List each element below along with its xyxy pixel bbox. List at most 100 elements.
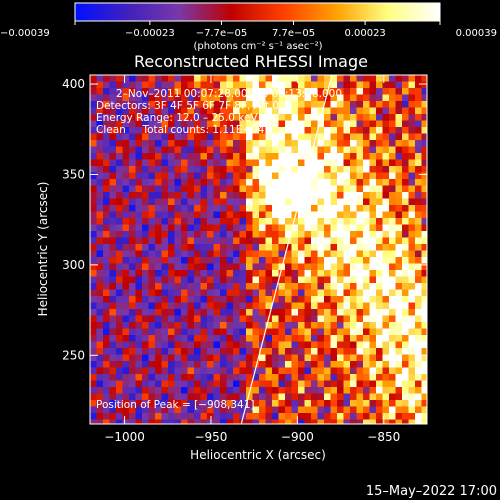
heatmap-pixel <box>135 250 143 258</box>
heatmap-pixel <box>96 172 104 180</box>
heatmap-pixel <box>389 393 397 401</box>
heatmap-pixel <box>103 244 111 252</box>
heatmap-pixel <box>356 289 364 297</box>
heatmap-pixel <box>207 354 215 362</box>
heatmap-pixel <box>278 296 286 304</box>
heatmap-pixel <box>90 348 98 356</box>
heatmap-pixel <box>395 335 403 343</box>
heatmap-pixel <box>174 218 182 226</box>
heatmap-pixel <box>174 354 182 362</box>
heatmap-pixel <box>200 198 208 206</box>
heatmap-pixel <box>395 322 403 330</box>
heatmap-pixel <box>90 335 98 343</box>
heatmap-pixel <box>207 406 215 414</box>
heatmap-pixel <box>148 276 156 284</box>
heatmap-pixel <box>109 211 117 219</box>
heatmap-pixel <box>285 283 293 291</box>
heatmap-pixel <box>168 159 176 167</box>
heatmap-pixel <box>402 88 410 96</box>
heatmap-pixel <box>220 244 228 252</box>
heatmap-pixel <box>291 309 299 317</box>
heatmap-pixel <box>252 166 260 174</box>
heatmap-pixel <box>408 192 416 200</box>
heatmap-pixel <box>402 374 410 382</box>
heatmap-pixel <box>376 94 384 102</box>
heatmap-pixel <box>317 81 325 89</box>
heatmap-pixel <box>129 159 137 167</box>
heatmap-pixel <box>317 328 325 336</box>
heatmap-pixel <box>116 140 124 148</box>
heatmap-pixel <box>408 361 416 369</box>
heatmap-pixel <box>116 159 124 167</box>
heatmap-pixel <box>174 257 182 265</box>
heatmap-pixel <box>369 192 377 200</box>
heatmap-pixel <box>311 322 319 330</box>
heatmap-pixel <box>168 101 176 109</box>
heatmap-pixel <box>408 257 416 265</box>
heatmap-pixel <box>181 224 189 232</box>
heatmap-pixel <box>259 348 267 356</box>
heatmap-pixel <box>311 328 319 336</box>
heatmap-pixel <box>317 250 325 258</box>
heatmap-pixel <box>356 237 364 245</box>
heatmap-pixel <box>285 133 293 141</box>
heatmap-pixel <box>96 322 104 330</box>
heatmap-pixel <box>356 387 364 395</box>
heatmap-pixel <box>389 114 397 122</box>
heatmap-pixel <box>226 114 234 122</box>
heatmap-pixel <box>252 341 260 349</box>
heatmap-pixel <box>142 94 150 102</box>
heatmap-pixel <box>181 94 189 102</box>
heatmap-pixel <box>246 322 254 330</box>
heatmap-pixel <box>155 237 163 245</box>
heatmap-pixel <box>90 276 98 284</box>
heatmap-pixel <box>324 107 332 115</box>
heatmap-pixel <box>421 94 427 102</box>
heatmap-pixel <box>343 296 351 304</box>
heatmap-pixel <box>402 231 410 239</box>
heatmap-pixel <box>408 146 416 154</box>
heatmap-pixel <box>330 413 338 421</box>
heatmap-pixel <box>161 75 169 83</box>
heatmap-pixel <box>350 218 358 226</box>
heatmap-pixel <box>376 263 384 271</box>
heatmap-pixel <box>298 237 306 245</box>
heatmap-pixel <box>239 276 247 284</box>
heatmap-pixel <box>389 276 397 284</box>
heatmap-pixel <box>168 374 176 382</box>
heatmap-pixel <box>382 231 390 239</box>
heatmap-pixel <box>369 127 377 135</box>
heatmap-pixel <box>233 94 241 102</box>
heatmap-pixel <box>415 322 423 330</box>
heatmap-pixel <box>337 127 345 135</box>
heatmap-pixel <box>304 387 312 395</box>
heatmap-pixel <box>324 211 332 219</box>
heatmap-pixel <box>343 94 351 102</box>
heatmap-pixel <box>265 211 273 219</box>
heatmap-pixel <box>252 322 260 330</box>
heatmap-pixel <box>220 192 228 200</box>
heatmap-pixel <box>148 133 156 141</box>
heatmap-pixel <box>96 309 104 317</box>
heatmap-pixel <box>187 237 195 245</box>
heatmap-pixel <box>395 296 403 304</box>
heatmap-pixel <box>90 309 98 317</box>
heatmap-pixel <box>233 263 241 271</box>
heatmap-pixel <box>187 413 195 421</box>
heatmap-pixel <box>194 224 202 232</box>
heatmap-pixel <box>343 348 351 356</box>
heatmap-pixel <box>324 127 332 135</box>
heatmap-pixel <box>155 302 163 310</box>
heatmap-pixel <box>259 127 267 135</box>
heatmap-pixel <box>324 237 332 245</box>
heatmap-pixel <box>402 146 410 154</box>
heatmap-pixel <box>148 322 156 330</box>
heatmap-pixel <box>395 354 403 362</box>
heatmap-pixel <box>369 400 377 408</box>
heatmap-pixel <box>317 315 325 323</box>
heatmap-pixel <box>148 127 156 135</box>
heatmap-pixel <box>278 81 286 89</box>
heatmap-pixel <box>421 211 427 219</box>
heatmap-pixel <box>233 218 241 226</box>
heatmap-pixel <box>350 400 358 408</box>
